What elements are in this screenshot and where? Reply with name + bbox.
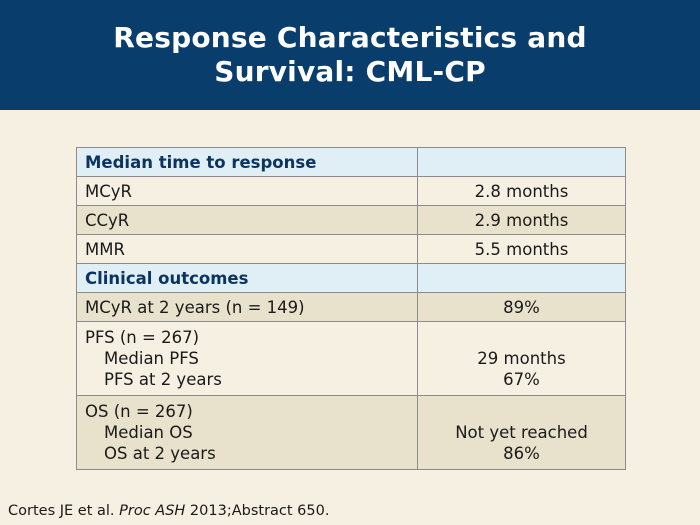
row-value: 2.8 months (417, 176, 626, 206)
os-2-years-label: OS at 2 years (104, 444, 216, 463)
table-row-pfs: PFS (n = 267) Median PFS PFS at 2 years … (76, 321, 626, 396)
section-header-clinical-outcomes: Clinical outcomes (76, 263, 626, 293)
table-row-os: OS (n = 267) Median OS OS at 2 years Not… (76, 395, 626, 470)
section-label: Median time to response (76, 147, 418, 177)
section-value (417, 263, 626, 293)
table-row-mmr: MMR 5.5 months (76, 234, 626, 264)
row-value: 2.9 months (417, 205, 626, 235)
row-label: MCyR (76, 176, 418, 206)
median-os-value: Not yet reached (455, 423, 588, 442)
median-pfs-value: 29 months (477, 349, 566, 368)
citation: Cortes JE et al. Proc ASH 2013;Abstract … (8, 503, 329, 519)
row-label: MCyR at 2 years (n = 149) (76, 292, 418, 322)
table-row-mcyr-2-years: MCyR at 2 years (n = 149) 89% (76, 292, 626, 322)
results-table: Median time to response MCyR 2.8 months … (76, 147, 626, 470)
row-label: CCyR (76, 205, 418, 235)
pfs-2-years-label: PFS at 2 years (104, 370, 222, 389)
median-os-label: Median OS (104, 423, 193, 442)
citation-authors: Cortes JE et al. (8, 503, 120, 519)
section-header-median-time: Median time to response (76, 147, 626, 177)
os-2-years-value: 86% (503, 444, 540, 463)
table-row-ccyr: CCyR 2.9 months (76, 205, 626, 235)
table-row-mcyr: MCyR 2.8 months (76, 176, 626, 206)
citation-rest: 2013;Abstract 650. (185, 503, 330, 519)
row-label: PFS (n = 267) Median PFS PFS at 2 years (76, 321, 418, 396)
row-value: Not yet reached 86% (417, 395, 626, 470)
pfs-label: PFS (n = 267) (85, 328, 200, 347)
row-label: MMR (76, 234, 418, 264)
row-value: 5.5 months (417, 234, 626, 264)
title-line-2: Survival: CML-CP (214, 55, 486, 88)
section-value (417, 147, 626, 177)
median-pfs-label: Median PFS (104, 349, 199, 368)
citation-journal: Proc ASH (119, 503, 186, 519)
row-label: OS (n = 267) Median OS OS at 2 years (76, 395, 418, 470)
os-label: OS (n = 267) (85, 402, 193, 421)
section-label: Clinical outcomes (76, 263, 418, 293)
pfs-2-years-value: 67% (503, 370, 540, 389)
title-line-1: Response Characteristics and (113, 21, 587, 54)
row-value: 29 months 67% (417, 321, 626, 396)
slide-title: Response Characteristics and Survival: C… (0, 0, 700, 110)
row-value: 89% (417, 292, 626, 322)
